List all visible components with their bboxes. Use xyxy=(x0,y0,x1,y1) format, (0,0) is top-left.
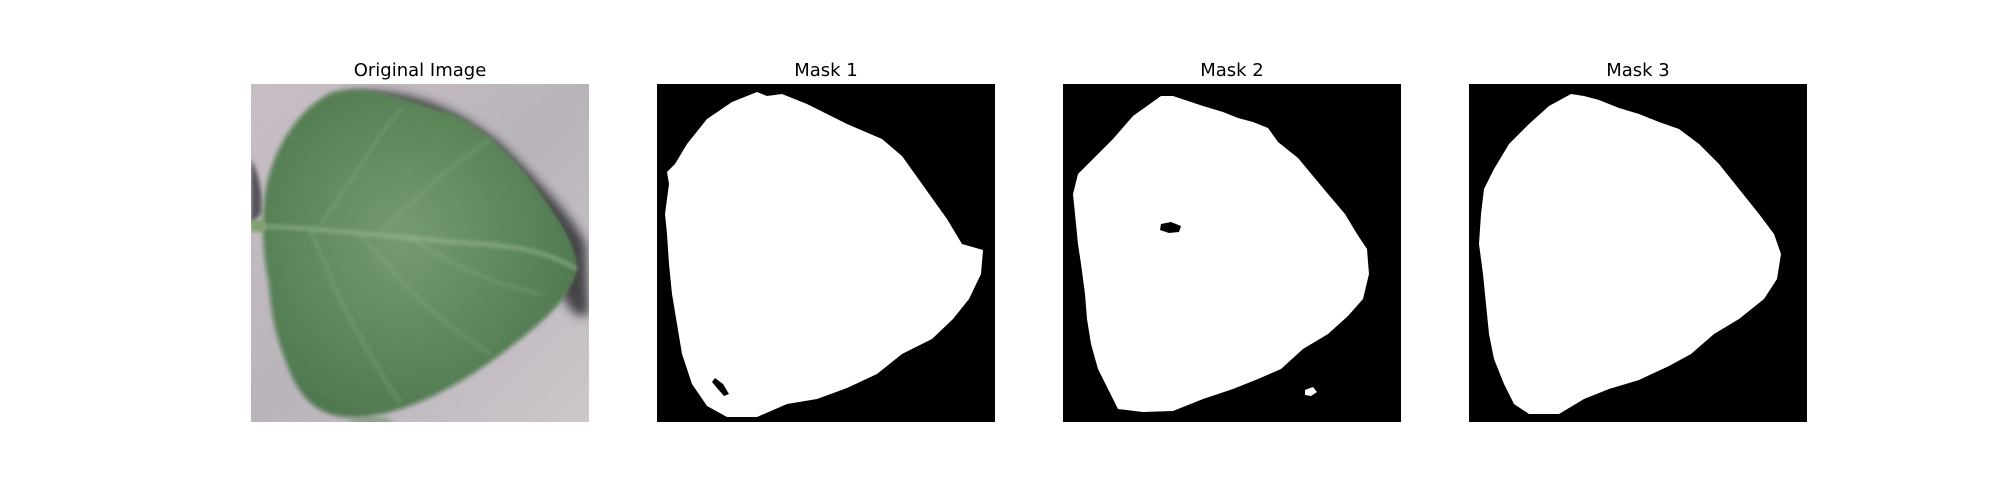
mask-foreground xyxy=(1073,96,1369,412)
leaf-petiole xyxy=(251,220,265,232)
mask-speck xyxy=(712,378,729,396)
panel-title: Mask 3 xyxy=(1606,60,1670,81)
mask-image xyxy=(657,84,995,422)
leaf-shadow-left xyxy=(251,159,262,224)
panel-title: Original Image xyxy=(353,60,487,81)
mask-foreground xyxy=(1479,94,1781,414)
panel-title: Mask 1 xyxy=(794,60,858,81)
mask-speck xyxy=(1305,387,1317,396)
mask-image xyxy=(1469,84,1807,422)
leaf-photo xyxy=(251,84,589,422)
mask-image xyxy=(1063,84,1401,422)
leaf-midrib xyxy=(260,224,578,271)
panel-original-image: Original Image xyxy=(251,58,589,422)
mask-foreground xyxy=(665,92,983,417)
panel-mask-2: Mask 2 xyxy=(1063,58,1401,422)
panel-mask-1: Mask 1 xyxy=(657,58,995,422)
panel-title: Mask 2 xyxy=(1200,60,1264,81)
mask-hole xyxy=(1160,222,1181,233)
panel-mask-3: Mask 3 xyxy=(1469,58,1807,422)
